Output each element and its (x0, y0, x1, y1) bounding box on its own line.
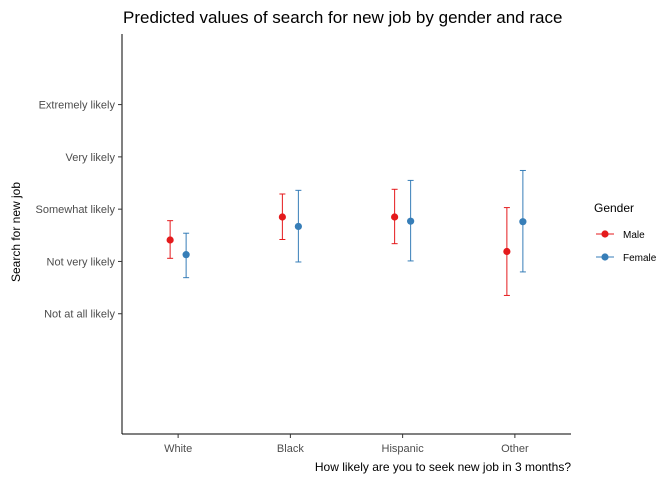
y-tick-label: Not very likely (47, 256, 116, 268)
legend-title: Gender (594, 201, 634, 215)
legend-items: Male Female (596, 230, 657, 264)
point-female (182, 251, 190, 259)
point-female (519, 218, 527, 226)
y-tick-label: Not at all likely (44, 309, 115, 321)
x-tick-label: Black (277, 443, 304, 455)
chart-title: Predicted values of search for new job b… (123, 8, 562, 27)
point-male (503, 247, 511, 256)
point-female (294, 222, 302, 231)
legend-key-point (601, 253, 609, 261)
legend-label-male: Male (623, 230, 645, 241)
x-tick-label: Other (501, 443, 529, 455)
y-axis-title: Search for new job (9, 182, 23, 282)
x-axis-title: How likely are you to seek new job in 3 … (315, 460, 571, 474)
point-male (391, 213, 399, 221)
plot-area: Not at all likely Not very likely Somewhat… (36, 34, 571, 455)
legend-label-female: Female (623, 253, 657, 264)
y-tick-label: Extremely likely (39, 100, 116, 112)
y-tick-label: Very likely (65, 152, 115, 164)
x-tick-label: White (164, 443, 192, 455)
point-male (278, 213, 286, 221)
x-tick-label: Hispanic (382, 443, 425, 455)
point-male (166, 236, 174, 244)
legend-key-point (601, 230, 609, 238)
point-female (407, 217, 415, 225)
legend: Gender Male Female (594, 201, 657, 264)
y-tick-label: Somewhat likely (36, 204, 116, 216)
